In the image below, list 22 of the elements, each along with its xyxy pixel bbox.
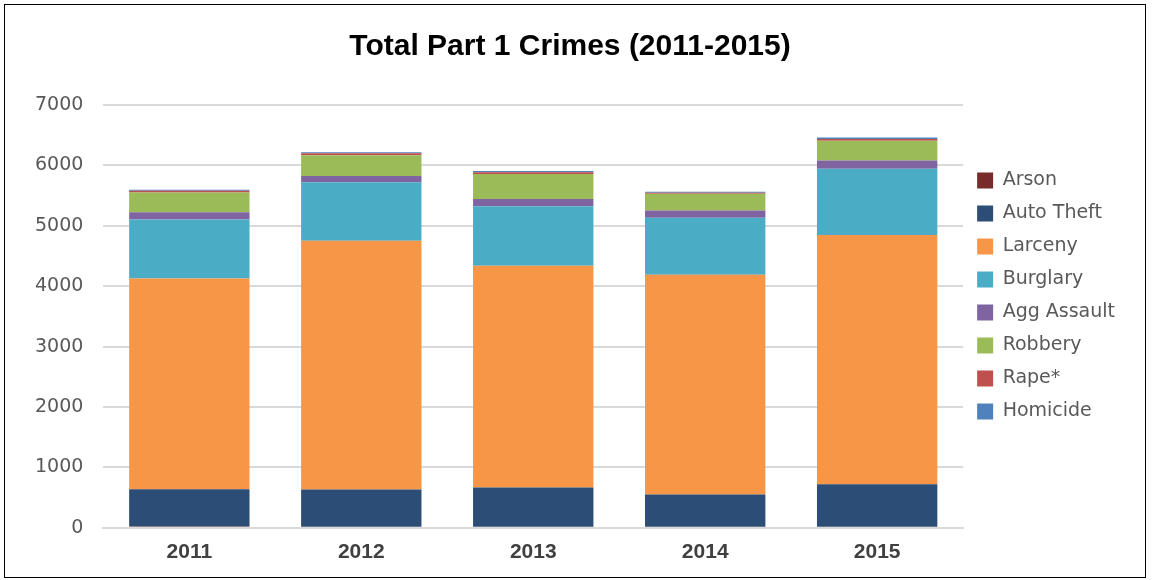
legend-label: Rape*: [1002, 365, 1061, 388]
legend-label: Larceny: [1002, 233, 1078, 256]
legend-label: Agg Assault: [1002, 299, 1116, 322]
y-tick-label: 6000: [34, 152, 84, 175]
legend-label: Auto Theft: [1002, 200, 1102, 223]
chart-title: Total Part 1 Crimes (2011-2015): [349, 28, 791, 62]
legend-label: Arson: [1002, 167, 1058, 190]
y-tick-label: 5000: [34, 212, 84, 235]
x-tick-label: 2011: [166, 539, 213, 563]
x-tick-label: 2014: [681, 539, 729, 563]
y-tick-label: 1000: [34, 454, 84, 477]
y-tick-label: 7000: [34, 91, 84, 114]
legend-label: Homicide: [1002, 398, 1092, 421]
legend-label: Burglary: [1002, 266, 1084, 289]
y-tick-label: 3000: [34, 333, 84, 356]
y-tick-label: 0: [71, 514, 84, 537]
legend-label: Robbery: [1002, 332, 1082, 355]
x-tick-label: 2012: [337, 539, 385, 563]
y-tick-label: 2000: [34, 393, 84, 416]
x-tick-label: 2015: [853, 539, 901, 563]
x-tick-label: 2013: [509, 539, 557, 563]
y-tick-label: 4000: [34, 273, 84, 296]
